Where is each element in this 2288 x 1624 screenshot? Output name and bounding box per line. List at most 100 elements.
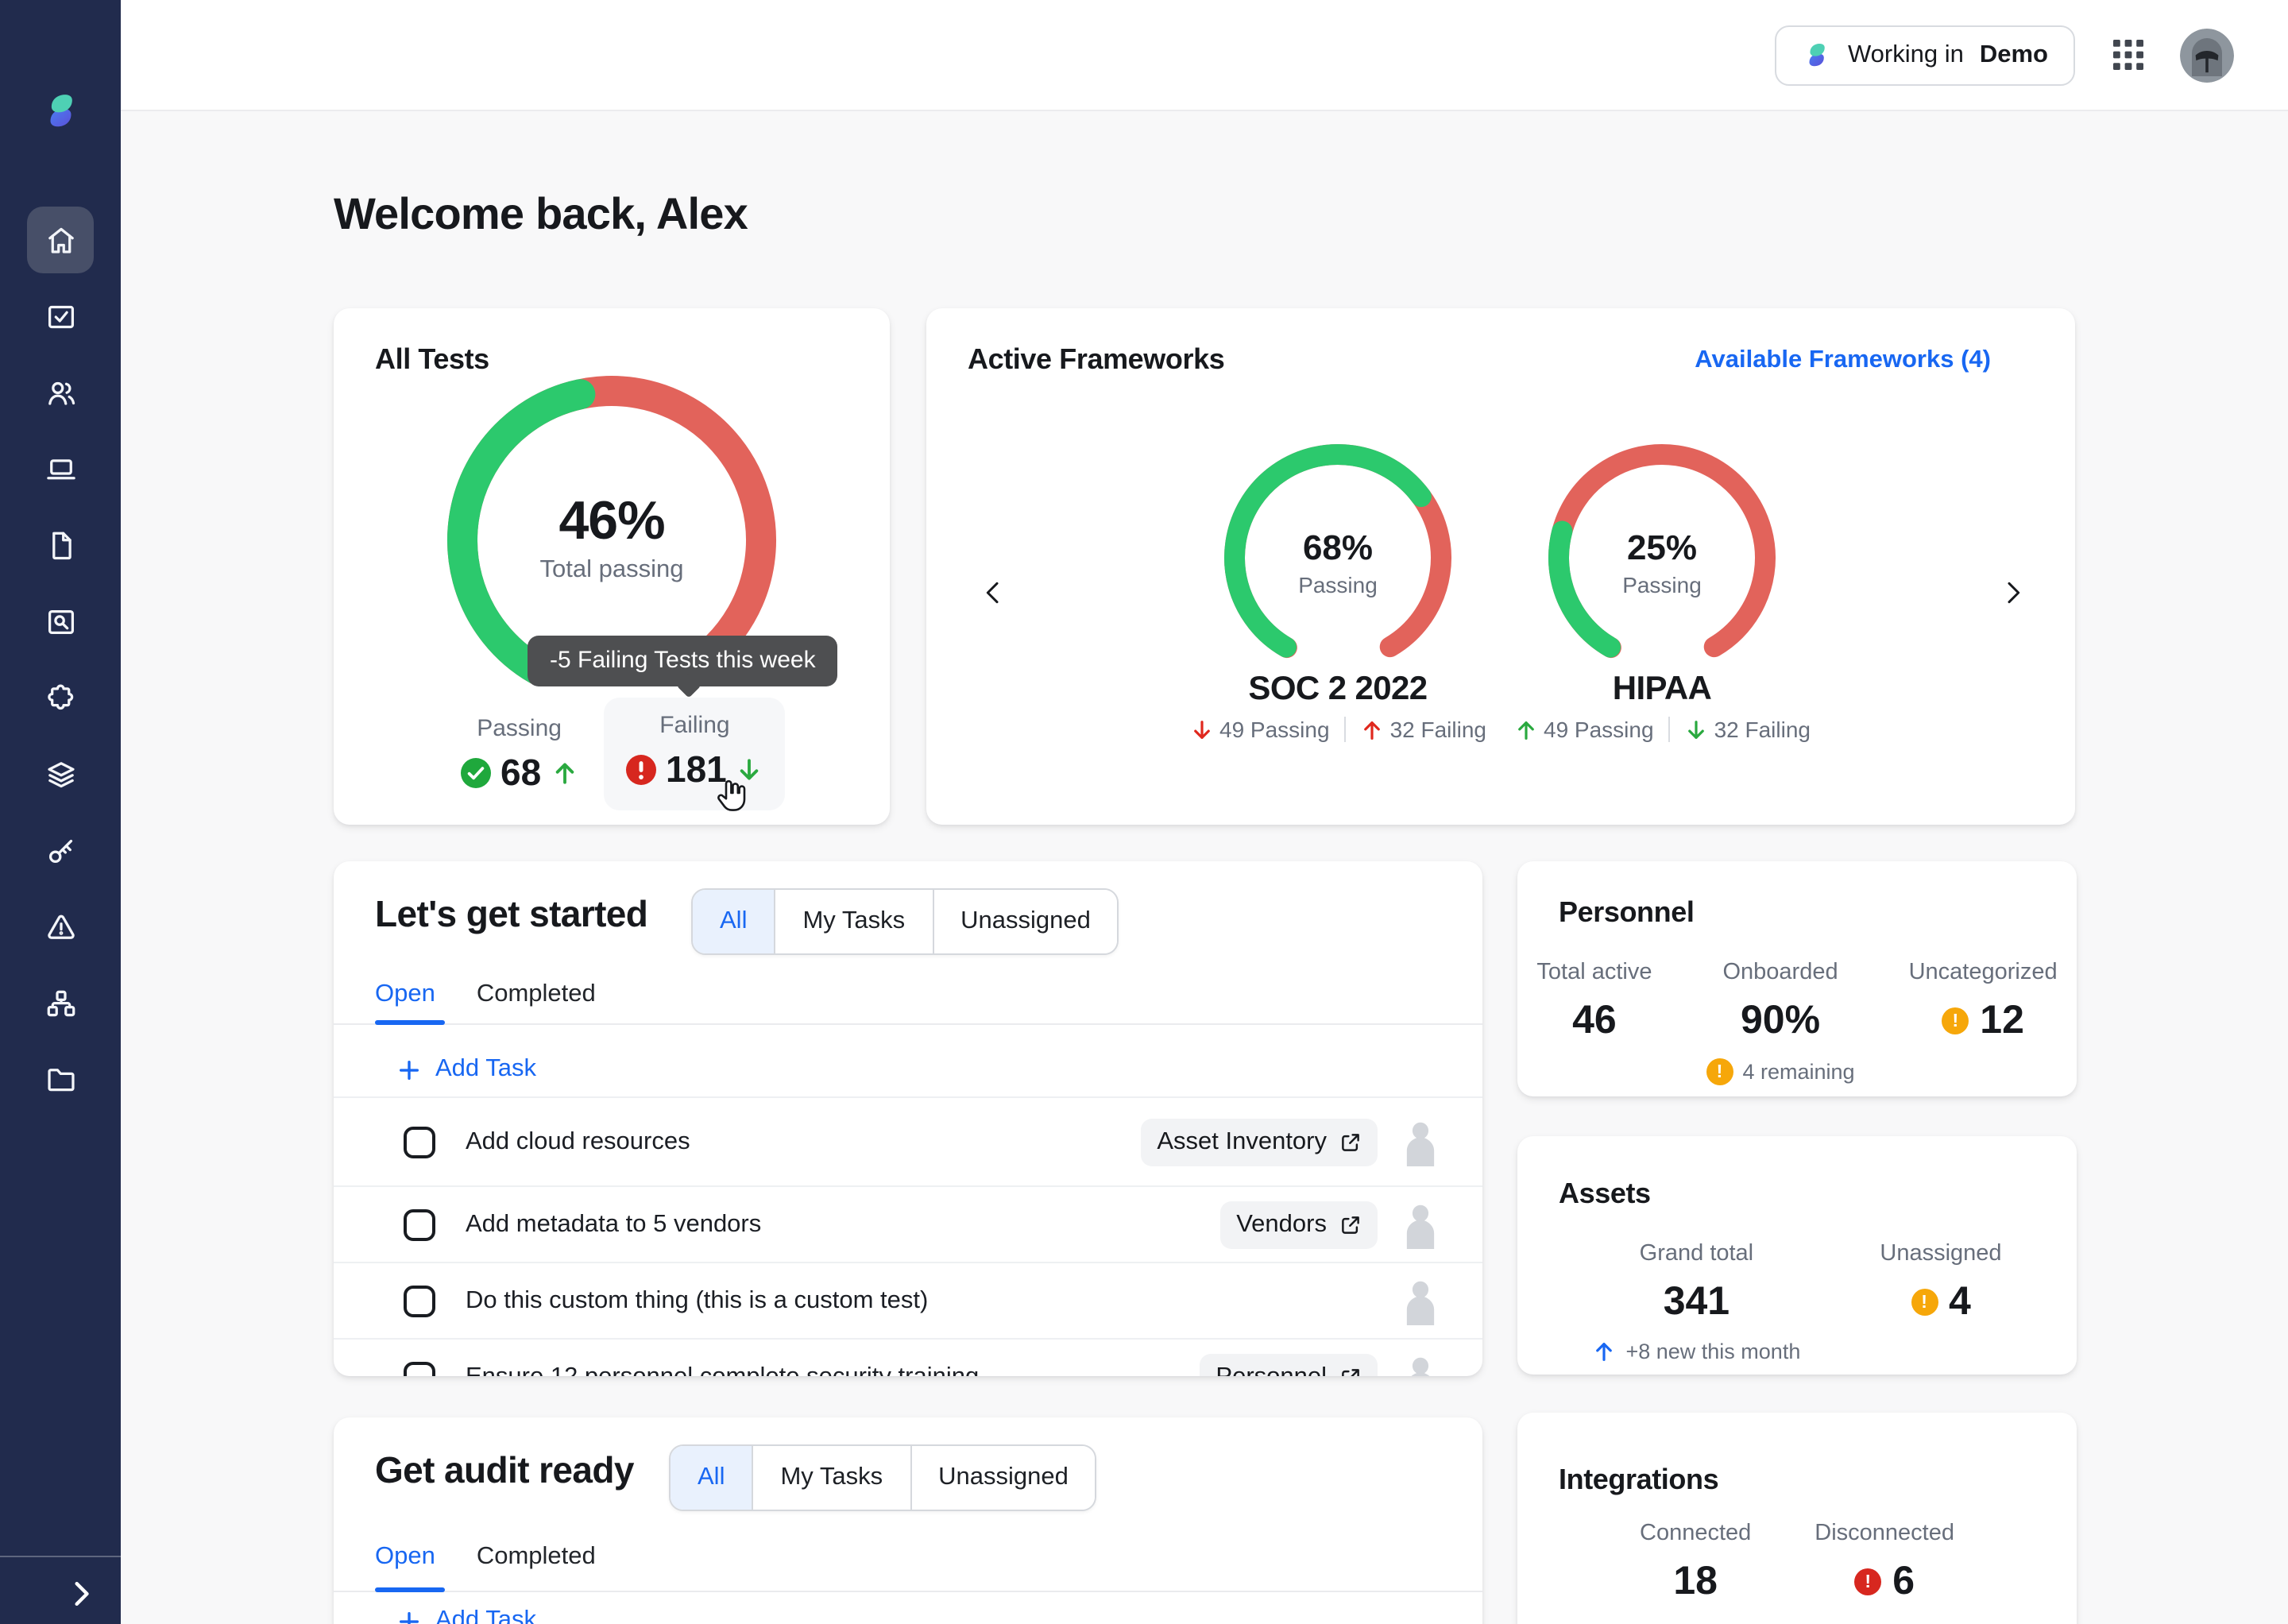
chip-label: Vendors [1236,1210,1327,1237]
sidebar-item-risks[interactable] [0,888,121,965]
filter-unassigned[interactable]: Unassigned [932,890,1118,953]
task-label: Add cloud resources [466,1127,690,1154]
tab-completed[interactable]: Completed [476,980,596,1007]
soc2-name: SOC 2 2022 [1248,671,1428,707]
connected-value: 18 [1673,1559,1718,1603]
sidebar-item-home[interactable] [0,202,121,278]
assets-title: Assets [1559,1177,1651,1209]
get-started-tabs: Open Completed [375,980,596,1009]
filter-my-tasks[interactable]: My Tasks [774,890,933,953]
trend-up-icon [1596,1343,1613,1361]
brand-s-icon [1809,43,1825,67]
task-row[interactable]: Ensure 12 personnel complete security tr… [334,1338,1482,1376]
sidebar-expand-button[interactable] [60,1573,105,1618]
sidebar-item-personnel[interactable] [0,354,121,431]
warning-triangle-icon [47,914,74,938]
all-tests-title: All Tests [375,343,489,375]
failing-stat[interactable]: Failing 181 [604,698,786,810]
tab-completed[interactable]: Completed [476,1543,596,1570]
workspace-name: Demo [1979,41,2048,68]
trend-up-icon [1363,721,1380,739]
grid-icon [2112,40,2143,70]
avatar[interactable] [2180,28,2234,82]
apps-grid-button[interactable] [2101,28,2155,82]
chevron-left-icon [986,581,999,603]
active-frameworks-card: Active Frameworks Available Frameworks (… [926,308,2075,825]
filter-unassigned[interactable]: Unassigned [910,1446,1096,1510]
add-task-button[interactable]: Add Task [397,1055,536,1084]
filter-all[interactable]: All [693,890,775,953]
soc2-percent: 68% [1302,528,1374,567]
soc2-percent-label: Passing [1298,572,1378,597]
page-title: Welcome back, Alex [334,189,748,238]
task-link-chip[interactable]: Personnel [1200,1353,1378,1376]
sidebar-nav [0,202,121,1117]
passing-stat[interactable]: Passing 68 [461,715,578,795]
sidebar-item-frameworks[interactable] [0,736,121,812]
task-checkbox[interactable] [404,1285,435,1317]
assignee-avatar-icon [1400,1277,1441,1324]
external-link-icon [1342,1216,1359,1233]
task-row[interactable]: Do this custom thing (this is a custom t… [334,1262,1482,1338]
sidebar-item-access[interactable] [0,812,121,888]
connected-label: Connected [1640,1521,1752,1546]
audit-ready-card: Get audit ready All My Tasks Unassigned … [334,1417,1482,1624]
add-task-button[interactable]: Add Task [397,1607,536,1624]
workspace-switcher-button[interactable]: Working in Demo [1774,25,2075,85]
failing-label: Failing [659,712,730,739]
laptop-icon [46,458,75,479]
total-active-value: 46 [1572,998,1617,1042]
assets-card: Assets Grand total 341 +8 new this month… [1517,1136,2077,1375]
total-active-stat: Total active 46 [1536,960,1652,1085]
soc2-passing: 49 Passing [1219,717,1330,742]
divider [1343,717,1346,742]
uncategorized-stat: Uncategorized ! 12 [1909,960,2058,1085]
task-checkbox[interactable] [404,1126,435,1158]
hipaa-percent-label: Passing [1622,572,1702,597]
task-link-chip[interactable]: Vendors [1220,1201,1378,1248]
sidebar-item-integrations[interactable] [0,659,121,736]
layers-icon [47,761,74,787]
assignee-avatar-icon [1400,1201,1441,1248]
get-started-card: Let's get started All My Tasks Unassigne… [334,861,1482,1376]
tab-open[interactable]: Open [375,980,435,1007]
warning-dot-icon: ! [1942,1007,1969,1034]
carousel-prev-button[interactable] [974,575,1012,613]
sidebar-item-tests[interactable] [0,278,121,354]
onboarded-value: 90% [1741,998,1821,1042]
hipaa-failing: 32 Failing [1714,717,1811,742]
chip-label: Asset Inventory [1157,1127,1327,1154]
task-label: Ensure 12 personnel complete security tr… [466,1363,980,1376]
puzzle-icon [47,683,73,710]
available-frameworks-link[interactable]: Available Frameworks (4) [1695,346,1991,373]
trend-up-icon [555,763,574,784]
sidebar-item-test-library[interactable] [0,583,121,659]
disconnected-value: 6 [1892,1559,1915,1603]
audit-tabs: Open Completed [375,1543,596,1572]
task-list: Add cloud resources Asset Inventory Add … [334,1096,1482,1376]
sidebar-item-policies[interactable] [0,507,121,583]
carousel-next-button[interactable] [1994,575,2032,613]
filter-my-tasks[interactable]: My Tasks [752,1446,910,1510]
passing-value: 68 [500,752,542,793]
tab-open[interactable]: Open [375,1543,435,1570]
assets-note-text: +8 new this month [1625,1340,1801,1363]
sidebar [0,0,121,1624]
task-row[interactable]: Add metadata to 5 vendors Vendors [334,1185,1482,1262]
sidebar-item-devices[interactable] [0,431,121,507]
filter-all[interactable]: All [671,1446,752,1510]
chip-label: Personnel [1216,1363,1327,1376]
personnel-title: Personnel [1559,896,1695,928]
sidebar-item-company[interactable] [0,965,121,1041]
task-row[interactable]: Add cloud resources Asset Inventory [334,1096,1482,1185]
sidebar-item-documents[interactable] [0,1041,121,1117]
file-search-icon [47,609,74,634]
onboarded-stat: Onboarded 90% ! 4 remaining [1706,960,1855,1085]
task-link-chip[interactable]: Asset Inventory [1141,1118,1378,1166]
external-link-icon [1342,1368,1359,1376]
people-icon [48,381,75,404]
check-square-icon [47,304,74,328]
task-checkbox[interactable] [404,1208,435,1240]
trend-down-icon [1687,720,1704,738]
task-checkbox[interactable] [404,1361,435,1376]
